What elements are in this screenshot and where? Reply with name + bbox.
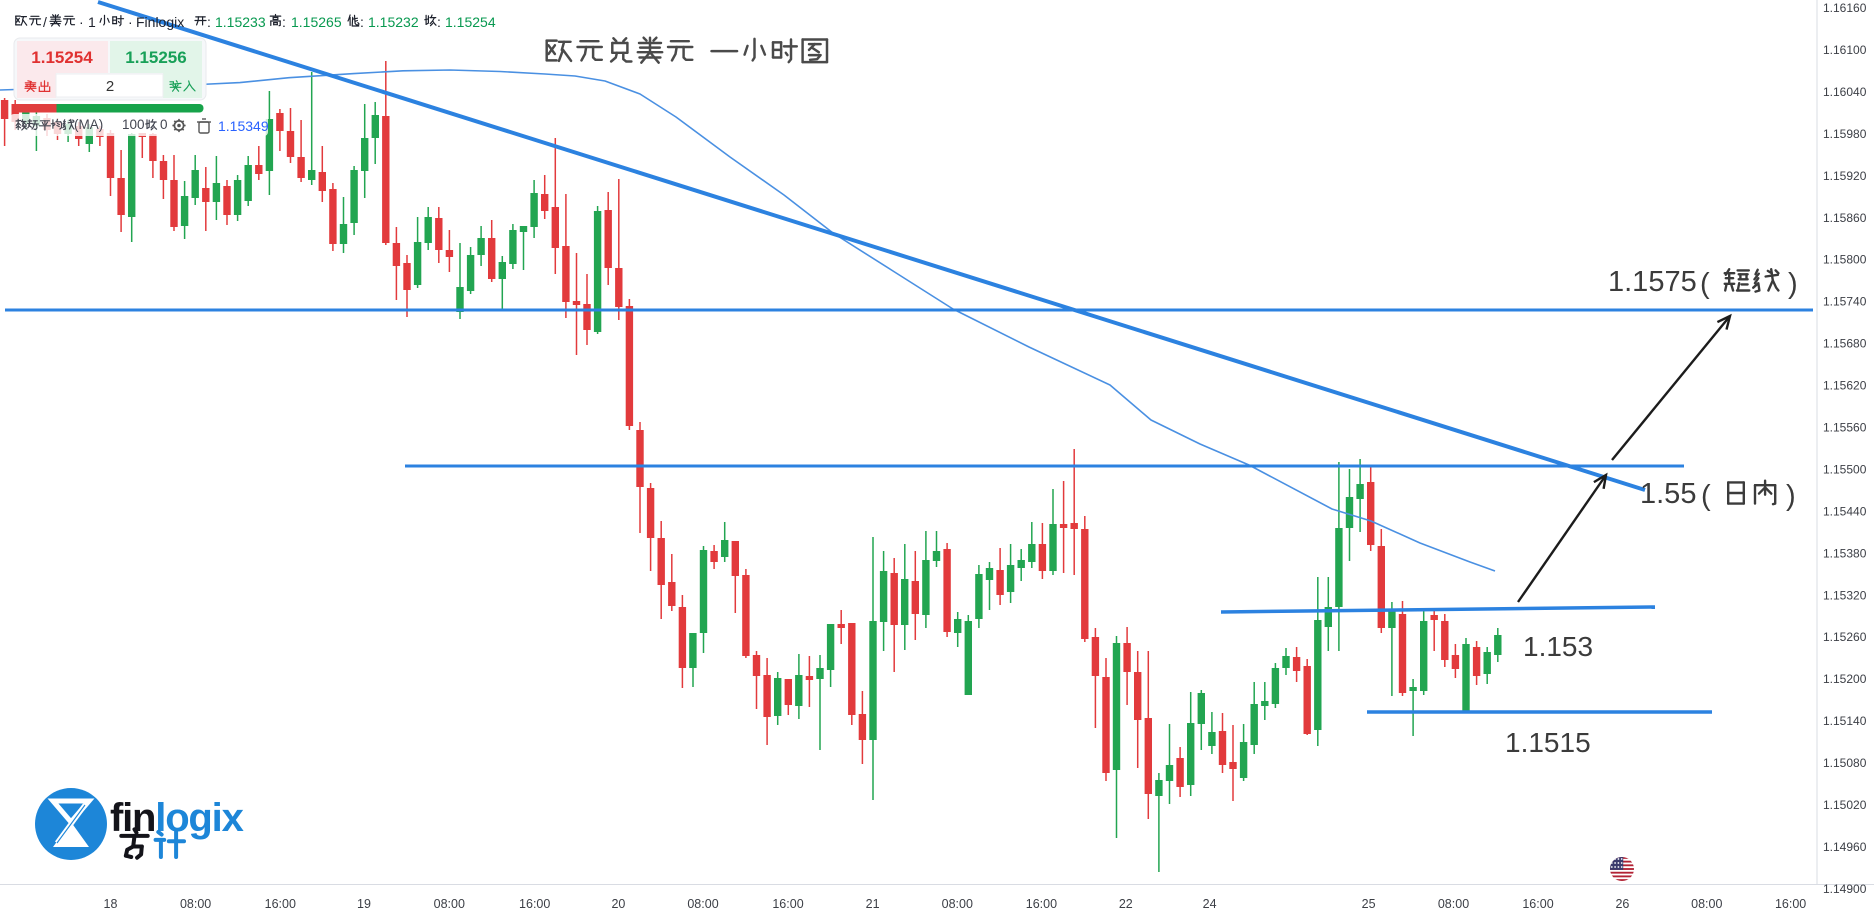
svg-text::: : (437, 14, 441, 30)
svg-text:1.15920: 1.15920 (1823, 169, 1867, 183)
svg-text:1.15140: 1.15140 (1823, 714, 1867, 728)
svg-text:1.15265: 1.15265 (291, 14, 342, 30)
svg-text:·: · (128, 14, 133, 30)
svg-text:1.15800: 1.15800 (1823, 253, 1867, 267)
svg-text:1.15980: 1.15980 (1823, 127, 1867, 141)
svg-text:1: 1 (88, 14, 96, 30)
svg-text:1.15620: 1.15620 (1823, 379, 1867, 393)
svg-text:finlogix: finlogix (110, 796, 244, 840)
svg-text:22: 22 (1119, 897, 1133, 911)
svg-text:08:00: 08:00 (1691, 897, 1722, 911)
svg-text:2: 2 (106, 78, 114, 95)
svg-text:16:00: 16:00 (772, 897, 803, 911)
svg-text:21: 21 (866, 897, 880, 911)
svg-text:1.15349: 1.15349 (218, 118, 269, 134)
svg-text:19: 19 (357, 897, 371, 911)
svg-text:1.15232: 1.15232 (368, 14, 419, 30)
svg-text:): ) (1788, 268, 1798, 300)
svg-text::: : (207, 14, 211, 30)
svg-text:0: 0 (160, 117, 168, 132)
svg-text::: : (360, 14, 364, 30)
svg-text::: : (282, 14, 286, 30)
svg-text:1.153: 1.153 (1523, 631, 1593, 662)
svg-text:1.15380: 1.15380 (1823, 546, 1867, 560)
svg-text:1.14900: 1.14900 (1823, 882, 1867, 896)
svg-text:Finlogix: Finlogix (136, 14, 184, 30)
svg-text:1.15860: 1.15860 (1823, 211, 1867, 225)
svg-text:1.15254: 1.15254 (31, 48, 93, 67)
svg-text:25: 25 (1362, 897, 1376, 911)
svg-text:1.1575: 1.1575 (1608, 266, 1697, 298)
svg-text:1.15320: 1.15320 (1823, 588, 1867, 602)
svg-text:26: 26 (1615, 897, 1629, 911)
svg-text:1.15440: 1.15440 (1823, 504, 1867, 518)
svg-text:16:00: 16:00 (1775, 897, 1806, 911)
svg-text:16:00: 16:00 (1026, 897, 1057, 911)
svg-text:1.15740: 1.15740 (1823, 295, 1867, 309)
svg-text:1.15560: 1.15560 (1823, 421, 1867, 435)
svg-text:1.15020: 1.15020 (1823, 798, 1867, 812)
svg-text:): ) (1786, 480, 1796, 512)
svg-text:08:00: 08:00 (180, 897, 211, 911)
svg-text:100: 100 (122, 117, 145, 132)
svg-text:1.15233: 1.15233 (215, 14, 266, 30)
svg-text:(: ( (1701, 480, 1711, 512)
svg-text:1.15256: 1.15256 (125, 48, 186, 67)
svg-text:1.15680: 1.15680 (1823, 337, 1867, 351)
svg-text:18: 18 (104, 897, 118, 911)
svg-text:24: 24 (1203, 897, 1217, 911)
svg-text:1.15254: 1.15254 (445, 14, 496, 30)
svg-text:(MA): (MA) (74, 117, 103, 132)
svg-text:08:00: 08:00 (434, 897, 465, 911)
svg-text:08:00: 08:00 (1438, 897, 1469, 911)
svg-text:1.15200: 1.15200 (1823, 672, 1867, 686)
svg-text:(: ( (1700, 268, 1710, 300)
svg-text:1.14960: 1.14960 (1823, 840, 1867, 854)
svg-text:08:00: 08:00 (942, 897, 973, 911)
svg-text:1.15080: 1.15080 (1823, 756, 1867, 770)
svg-text:16:00: 16:00 (1522, 897, 1553, 911)
svg-text:1.16100: 1.16100 (1823, 43, 1867, 57)
svg-text:1.15260: 1.15260 (1823, 630, 1867, 644)
svg-text:1.15500: 1.15500 (1823, 462, 1867, 476)
svg-text:16:00: 16:00 (265, 897, 296, 911)
svg-text:1.16160: 1.16160 (1823, 1, 1867, 15)
svg-text:08:00: 08:00 (687, 897, 718, 911)
svg-text:·: · (79, 14, 84, 30)
svg-text:1.55: 1.55 (1640, 478, 1696, 510)
svg-text:20: 20 (611, 897, 625, 911)
svg-text:1.16040: 1.16040 (1823, 85, 1867, 99)
svg-text:16:00: 16:00 (519, 897, 550, 911)
svg-text:1.1515: 1.1515 (1505, 727, 1591, 758)
svg-text:/: / (43, 14, 47, 30)
